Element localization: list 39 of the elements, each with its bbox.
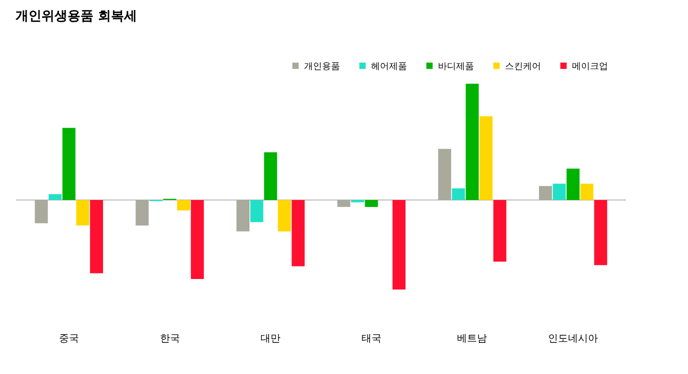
legend-label: 바디제품 xyxy=(438,62,474,72)
bar xyxy=(76,200,90,226)
bar xyxy=(452,188,465,200)
bar xyxy=(264,152,278,200)
bar xyxy=(62,128,76,200)
bar xyxy=(392,200,406,290)
bar xyxy=(48,194,62,200)
bar xyxy=(337,200,350,207)
legend-label: 개인용품 xyxy=(304,62,340,72)
x-tick-label: 인도네시아 xyxy=(548,334,598,344)
bar xyxy=(34,200,48,224)
legend-label: 헤어제품 xyxy=(371,62,407,72)
bar xyxy=(278,200,291,232)
bar xyxy=(292,200,305,266)
x-tick-label: 한국 xyxy=(160,334,180,344)
bar xyxy=(177,200,190,210)
bar xyxy=(466,84,479,200)
bar xyxy=(566,168,580,200)
chart-title: 개인위생용품 회복세 xyxy=(16,9,138,24)
bar xyxy=(364,200,378,207)
bar xyxy=(90,200,104,274)
bar xyxy=(580,184,594,200)
bar xyxy=(594,200,608,266)
legend-label: 스킨케어 xyxy=(505,62,541,72)
bar xyxy=(493,200,506,262)
bar xyxy=(351,200,364,202)
bar xyxy=(438,148,452,200)
bar xyxy=(552,184,566,200)
bar xyxy=(236,200,250,232)
legend-label: 메이크업 xyxy=(572,62,608,72)
bar xyxy=(250,200,264,222)
bar xyxy=(190,200,204,280)
bar xyxy=(538,186,552,200)
x-tick-label: 중국 xyxy=(58,334,79,344)
x-tick-label: 태국 xyxy=(361,334,382,344)
bar xyxy=(136,200,149,226)
x-tick-label: 대만 xyxy=(260,334,281,344)
x-tick-label: 베트남 xyxy=(457,334,488,344)
bar xyxy=(480,116,493,200)
